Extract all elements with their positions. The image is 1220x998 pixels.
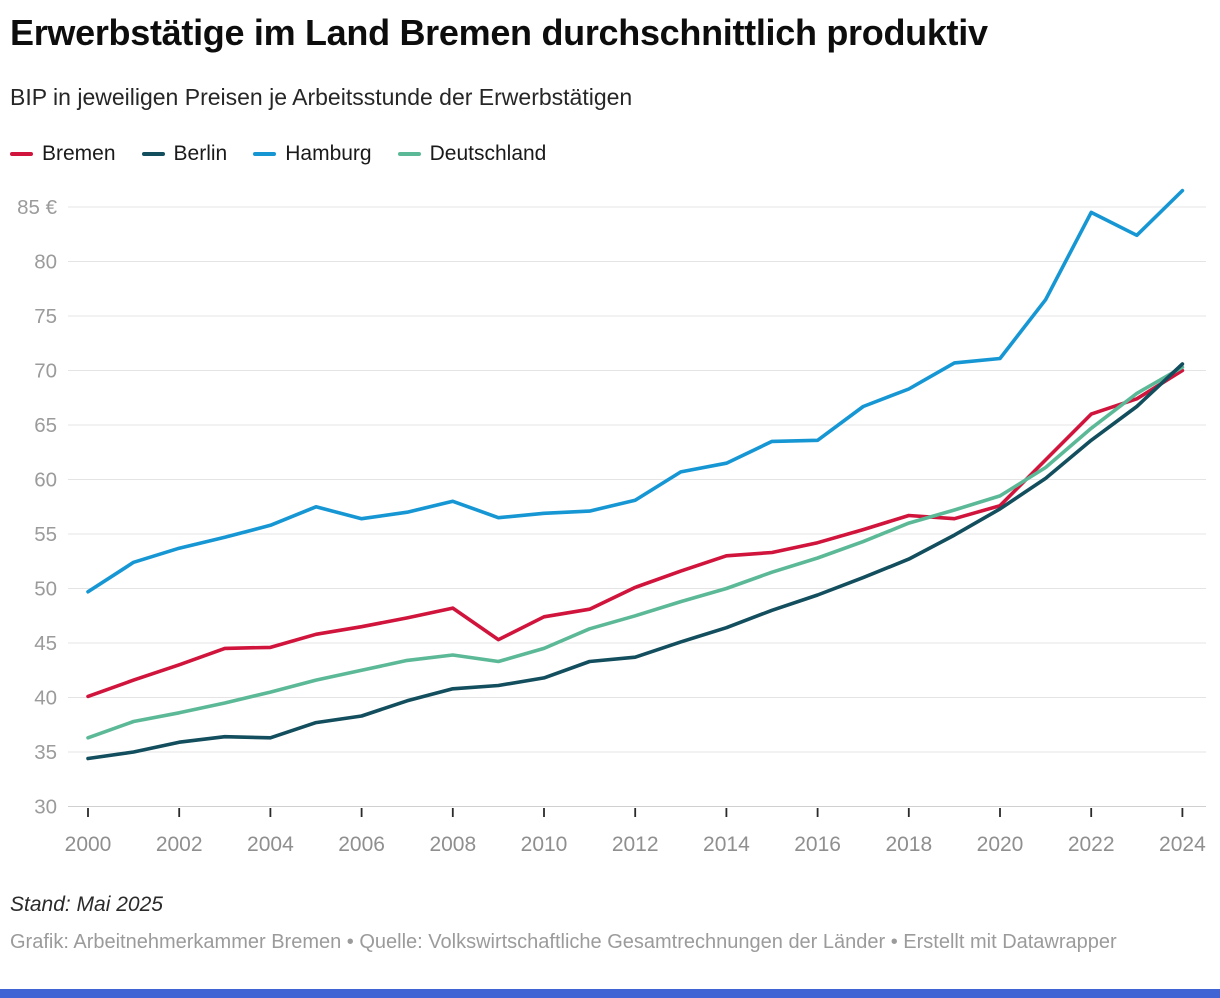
series-line-bremen — [86, 368, 1185, 699]
legend-item-bremen: Bremen — [10, 142, 116, 166]
x-tick-label: 2016 — [794, 833, 841, 856]
legend-item-hamburg: Hamburg — [253, 142, 372, 166]
y-tick-label: 60 — [34, 469, 57, 492]
legend-label: Bremen — [42, 142, 116, 165]
y-tick-label: 85 € — [17, 196, 57, 219]
x-tick-label: 2014 — [703, 833, 750, 856]
y-tick-label: 55 — [34, 523, 57, 546]
x-tick-label: 2018 — [885, 833, 932, 856]
brand-color-bar — [0, 989, 1220, 998]
x-tick-label: 2000 — [65, 833, 112, 856]
series-line-deutschland — [86, 365, 1185, 740]
series-line-berlin — [86, 362, 1185, 761]
x-tick-label: 2020 — [977, 833, 1024, 856]
legend-label: Deutschland — [429, 142, 547, 165]
series-line-hamburg — [86, 188, 1185, 594]
legend-swatch-icon — [10, 151, 33, 157]
x-tick-label: 2008 — [429, 833, 476, 856]
y-tick-label: 80 — [34, 251, 57, 274]
y-tick-label: 65 — [34, 414, 57, 437]
stand-note: Stand: Mai 2025 — [10, 893, 163, 916]
y-tick-label: 50 — [34, 578, 57, 601]
y-tick-label: 75 — [34, 305, 57, 328]
x-tick-label: 2012 — [612, 833, 659, 856]
x-tick-label: 2024 — [1159, 833, 1206, 856]
y-tick-label: 35 — [34, 741, 57, 764]
legend-item-berlin: Berlin — [141, 142, 228, 166]
chart-subtitle: BIP in jeweiligen Preisen je Arbeitsstun… — [10, 84, 633, 110]
line-chart: 85 € 80 75 70 65 60 55 50 45 40 35 30 2000 2002 2004 20… — [17, 188, 1206, 856]
x-tick-label: 2006 — [338, 833, 385, 856]
x-tick-label: 2004 — [247, 833, 294, 856]
x-tick-label: 2002 — [156, 833, 203, 856]
page-title: Erwerbstätige im Land Bremen durchschnit… — [10, 12, 988, 53]
y-tick-label: 45 — [34, 632, 57, 655]
credit-line: Grafik: Arbeitnehmerkammer Bremen • Quel… — [10, 931, 1117, 953]
legend-label: Hamburg — [285, 142, 372, 165]
legend-item-deutschland: Deutschland — [397, 142, 547, 166]
y-tick-label: 40 — [34, 687, 57, 710]
y-tick-label: 30 — [34, 796, 57, 819]
legend-label: Berlin — [173, 142, 228, 165]
legend-swatch-icon — [253, 151, 277, 157]
legend-swatch-icon — [397, 151, 421, 157]
legend-swatch-icon — [141, 151, 165, 157]
y-tick-label: 70 — [34, 360, 57, 383]
x-tick-label: 2010 — [521, 833, 568, 856]
legend: Bremen Berlin Hamburg Deutschland — [10, 142, 546, 166]
x-tick-label: 2022 — [1068, 833, 1115, 856]
